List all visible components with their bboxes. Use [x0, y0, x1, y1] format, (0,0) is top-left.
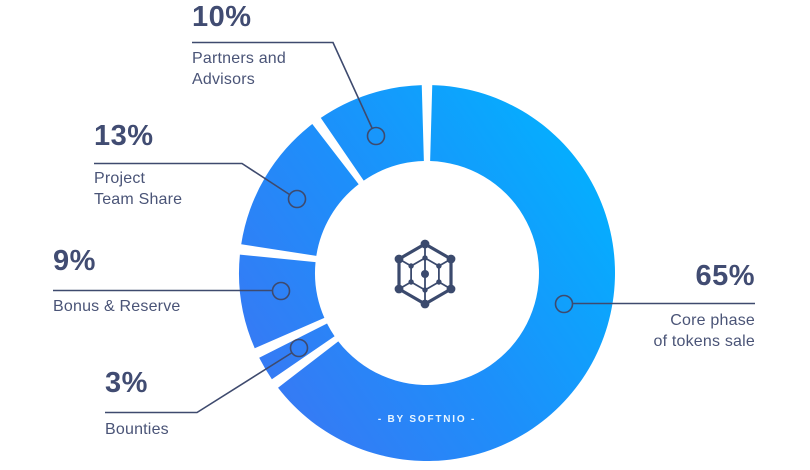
percent-bounties: 3% [105, 367, 148, 399]
donut-segment-bounties[interactable] [259, 323, 335, 380]
callout-leaders [53, 41, 755, 414]
percent-core-phase: 65% [695, 260, 755, 292]
callout-bonus-reserve: 9% Bonus & Reserve [53, 245, 180, 315]
donut-segments [239, 85, 615, 461]
donut-segment-partners-advisors[interactable] [320, 85, 424, 181]
percent-partners-advisors: 10% [192, 1, 252, 33]
callout-bounties: 3% Bounties [105, 367, 169, 438]
percent-bonus-reserve: 9% [53, 245, 96, 277]
label-core-phase: Core phase of tokens sale [653, 312, 755, 350]
label-project-team: Project Team Share [94, 170, 183, 208]
donut-segment-project-team[interactable] [241, 124, 359, 256]
leader-line-project-team [94, 162, 290, 196]
callout-project-team: 13% Project Team Share [94, 120, 182, 208]
donut-segment-core-phase[interactable] [278, 85, 615, 461]
leader-dot-bounties [289, 338, 309, 358]
label-partners-advisors: Partners and Advisors [192, 50, 287, 88]
leader-dot-partners-advisors [366, 126, 386, 146]
callout-partners-advisors: 10% Partners and Advisors [192, 1, 286, 88]
leader-dot-core-phase [554, 294, 574, 314]
leader-dot-project-team [287, 189, 307, 209]
donut-segment-bonus-reserve[interactable] [239, 254, 325, 349]
label-bonus-reserve: Bonus & Reserve [53, 298, 181, 315]
watermark-by-softnio: - BY SOFTNIO - [377, 414, 477, 425]
leader-line-partners-advisors [192, 41, 373, 129]
percent-project-team: 13% [94, 120, 154, 152]
callout-core-phase: 65% Core phase of tokens sale [653, 260, 755, 350]
leader-dot-bonus-reserve [271, 281, 291, 301]
leader-line-bounties [105, 352, 292, 414]
label-bounties: Bounties [105, 421, 169, 438]
hexagon-network-logo-icon [394, 239, 456, 309]
